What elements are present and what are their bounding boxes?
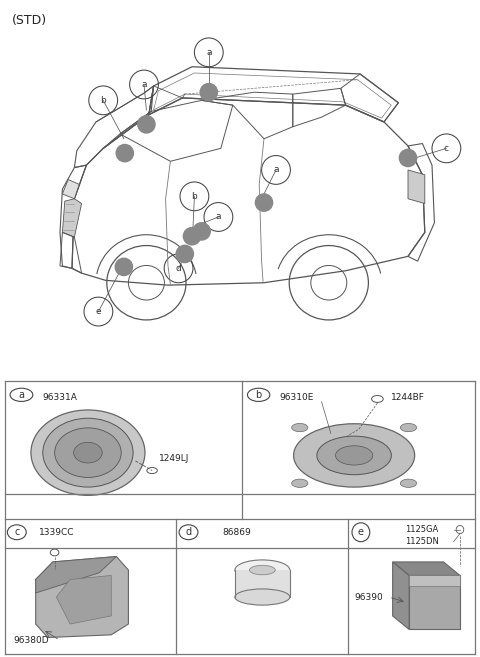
Ellipse shape bbox=[235, 560, 290, 580]
Text: 96380D: 96380D bbox=[13, 636, 49, 645]
Circle shape bbox=[193, 223, 210, 240]
Polygon shape bbox=[36, 556, 129, 637]
Ellipse shape bbox=[317, 436, 391, 475]
Text: e: e bbox=[358, 528, 364, 537]
Text: a: a bbox=[273, 166, 279, 175]
Ellipse shape bbox=[294, 424, 415, 487]
Ellipse shape bbox=[400, 479, 417, 487]
Text: 96331A: 96331A bbox=[43, 393, 78, 402]
Circle shape bbox=[200, 83, 217, 101]
Text: (STD): (STD) bbox=[12, 14, 47, 28]
Text: c: c bbox=[14, 528, 20, 537]
Text: d: d bbox=[185, 528, 192, 537]
Ellipse shape bbox=[250, 565, 275, 575]
Text: d: d bbox=[176, 264, 181, 273]
Text: 1249LJ: 1249LJ bbox=[159, 454, 190, 463]
Polygon shape bbox=[62, 179, 79, 198]
Text: a: a bbox=[216, 212, 221, 221]
Polygon shape bbox=[409, 576, 460, 586]
Text: a: a bbox=[206, 48, 212, 57]
Ellipse shape bbox=[235, 589, 290, 605]
Text: 1125GA: 1125GA bbox=[405, 525, 439, 534]
Ellipse shape bbox=[400, 424, 417, 432]
Polygon shape bbox=[235, 570, 290, 597]
Text: a: a bbox=[141, 80, 147, 89]
Circle shape bbox=[116, 145, 133, 162]
Ellipse shape bbox=[292, 479, 308, 487]
Circle shape bbox=[399, 149, 417, 167]
Text: a: a bbox=[18, 390, 24, 400]
Ellipse shape bbox=[292, 424, 308, 432]
Text: 1125DN: 1125DN bbox=[405, 537, 439, 546]
Polygon shape bbox=[393, 562, 409, 629]
Ellipse shape bbox=[43, 419, 133, 487]
Text: 1339CC: 1339CC bbox=[39, 528, 74, 537]
Circle shape bbox=[115, 258, 132, 275]
Polygon shape bbox=[408, 170, 425, 204]
Text: 86869: 86869 bbox=[222, 528, 251, 537]
Text: e: e bbox=[96, 307, 101, 316]
Polygon shape bbox=[36, 556, 117, 593]
Text: b: b bbox=[100, 96, 106, 105]
Ellipse shape bbox=[31, 410, 145, 495]
Circle shape bbox=[183, 227, 201, 245]
Polygon shape bbox=[393, 562, 460, 576]
Polygon shape bbox=[62, 198, 82, 237]
Text: b: b bbox=[192, 192, 197, 201]
Text: 96310E: 96310E bbox=[280, 393, 314, 402]
Circle shape bbox=[255, 194, 273, 211]
Text: c: c bbox=[444, 144, 449, 153]
Text: b: b bbox=[255, 390, 262, 400]
Ellipse shape bbox=[55, 428, 121, 478]
Circle shape bbox=[176, 245, 193, 263]
Text: 96390: 96390 bbox=[355, 593, 384, 602]
Ellipse shape bbox=[74, 442, 102, 463]
Text: 1244BF: 1244BF bbox=[391, 393, 425, 402]
Polygon shape bbox=[56, 576, 111, 624]
Ellipse shape bbox=[336, 446, 373, 465]
Circle shape bbox=[138, 116, 155, 133]
Polygon shape bbox=[409, 576, 460, 629]
